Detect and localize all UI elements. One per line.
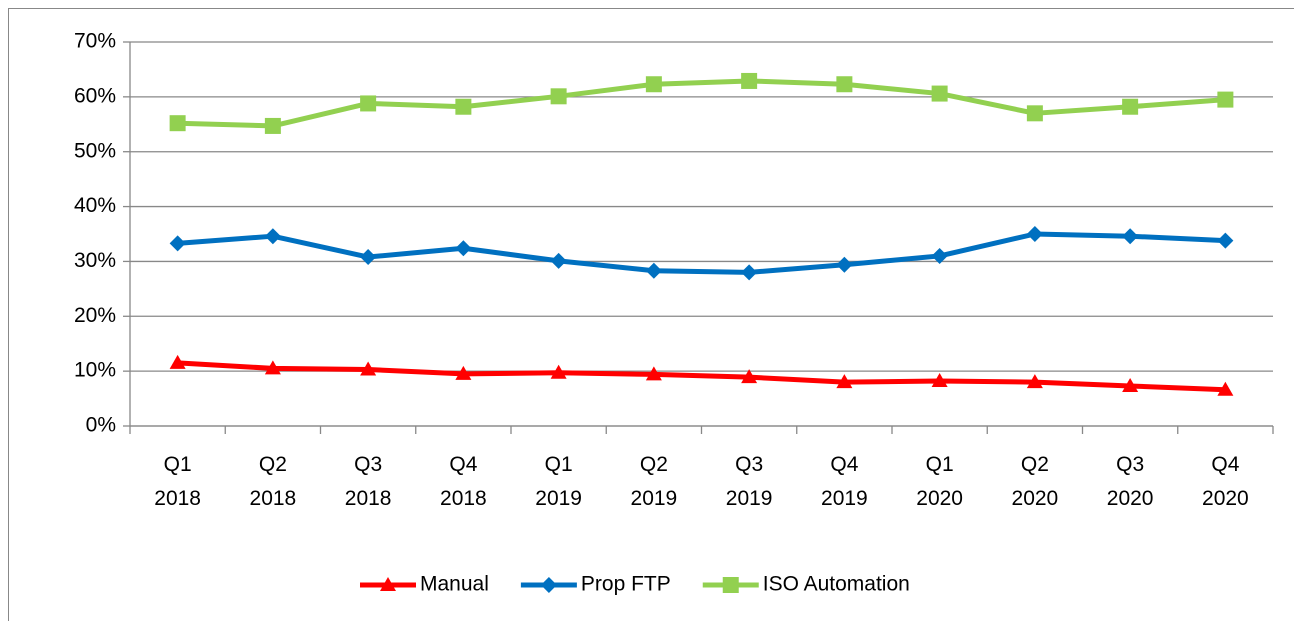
marker	[931, 247, 948, 264]
marker	[1122, 98, 1139, 115]
x-tick-label: Q4 2019	[821, 453, 868, 510]
series-line	[177, 231, 1226, 275]
x-tick-label-line: 2020	[1107, 487, 1154, 510]
marker	[455, 365, 472, 380]
marker	[741, 264, 758, 281]
x-tick-label: Q2 2019	[631, 453, 678, 510]
x-tick-label-line: 2018	[345, 487, 392, 510]
x-tick-label: Q3 2019	[726, 453, 773, 510]
marker	[169, 354, 186, 369]
x-tick-label-line: Q1	[164, 453, 192, 476]
y-tick-label: 70%	[74, 30, 116, 53]
marker	[550, 364, 567, 379]
x-tick-label-line: Q1	[545, 453, 573, 476]
marker	[645, 262, 662, 279]
x-tick-label: Q3 2020	[1107, 453, 1154, 510]
x-tick-label-line: 2020	[916, 487, 963, 510]
marker	[550, 88, 567, 105]
marker	[169, 115, 186, 132]
legend-label: Manual	[420, 573, 489, 596]
series-line	[177, 78, 1226, 129]
y-tick-label: 40%	[74, 194, 116, 217]
x-tick-label-line: Q3	[1116, 453, 1144, 476]
x-tick-label-line: Q2	[259, 453, 287, 476]
marker	[645, 366, 662, 381]
chart-frame	[8, 8, 1294, 621]
x-tick-label-line: 2020	[1012, 487, 1059, 510]
marker	[931, 85, 948, 102]
marker	[741, 72, 758, 89]
marker	[836, 374, 853, 389]
x-tick-label-line: 2018	[440, 487, 487, 510]
x-tick-label-line: Q4	[830, 453, 858, 476]
marker	[264, 360, 281, 375]
y-tick-label: 0%	[86, 414, 116, 437]
series-line	[177, 360, 1226, 393]
marker	[741, 369, 758, 384]
marker	[550, 252, 567, 269]
marker	[931, 373, 948, 388]
y-tick-label: 20%	[74, 304, 116, 327]
marker	[1122, 377, 1139, 392]
marker	[360, 361, 377, 376]
marker	[264, 117, 281, 134]
x-tick-label: Q1 2018	[154, 453, 201, 510]
x-tick-label-line: 2019	[726, 487, 773, 510]
x-tick-label-line: Q1	[926, 453, 954, 476]
x-tick-label-line: Q3	[735, 453, 763, 476]
x-tick-label-line: Q4	[449, 453, 477, 476]
x-tick-label: Q3 2018	[345, 453, 392, 510]
marker	[455, 98, 472, 115]
x-tick-label: Q1 2020	[916, 453, 963, 510]
marker	[1217, 381, 1234, 396]
x-tick-label-line: 2019	[821, 487, 868, 510]
legend-label: ISO Automation	[763, 573, 910, 596]
x-tick-label: Q4 2018	[440, 453, 487, 510]
x-tick-label-line: Q3	[354, 453, 382, 476]
x-tick-label-line: Q4	[1211, 453, 1239, 476]
y-tick-label: 30%	[74, 249, 116, 272]
marker	[1026, 374, 1043, 389]
marker	[722, 577, 739, 593]
x-tick-label-line: 2019	[631, 487, 678, 510]
marker	[1026, 226, 1043, 242]
marker	[540, 577, 557, 593]
marker	[1217, 91, 1234, 108]
y-tick-label: 50%	[74, 139, 116, 162]
marker	[836, 76, 853, 93]
x-tick-label-line: 2020	[1202, 487, 1249, 510]
legend-label: Prop FTP	[581, 573, 671, 596]
marker	[380, 577, 396, 591]
x-tick-label-line: 2018	[250, 487, 297, 510]
x-tick-label: Q4 2020	[1202, 453, 1249, 510]
y-tick-label: 60%	[74, 84, 116, 107]
marker	[1026, 105, 1043, 122]
x-tick-label-line: 2019	[535, 487, 582, 510]
marker	[264, 228, 281, 245]
marker	[360, 95, 377, 112]
x-tick-label: Q2 2020	[1012, 453, 1059, 510]
marker	[836, 256, 853, 273]
x-tick-label-line: Q2	[1021, 453, 1049, 476]
x-tick-label: Q2 2018	[250, 453, 297, 510]
x-tick-label-line: 2018	[154, 487, 201, 510]
marker	[645, 76, 662, 93]
x-tick-label-line: Q2	[640, 453, 668, 476]
marker	[455, 240, 472, 257]
y-tick-label: 10%	[74, 359, 116, 382]
marker	[360, 249, 377, 266]
x-tick-label: Q1 2019	[535, 453, 582, 510]
marker	[1122, 228, 1139, 245]
marker	[169, 235, 186, 252]
marker	[1217, 232, 1234, 249]
